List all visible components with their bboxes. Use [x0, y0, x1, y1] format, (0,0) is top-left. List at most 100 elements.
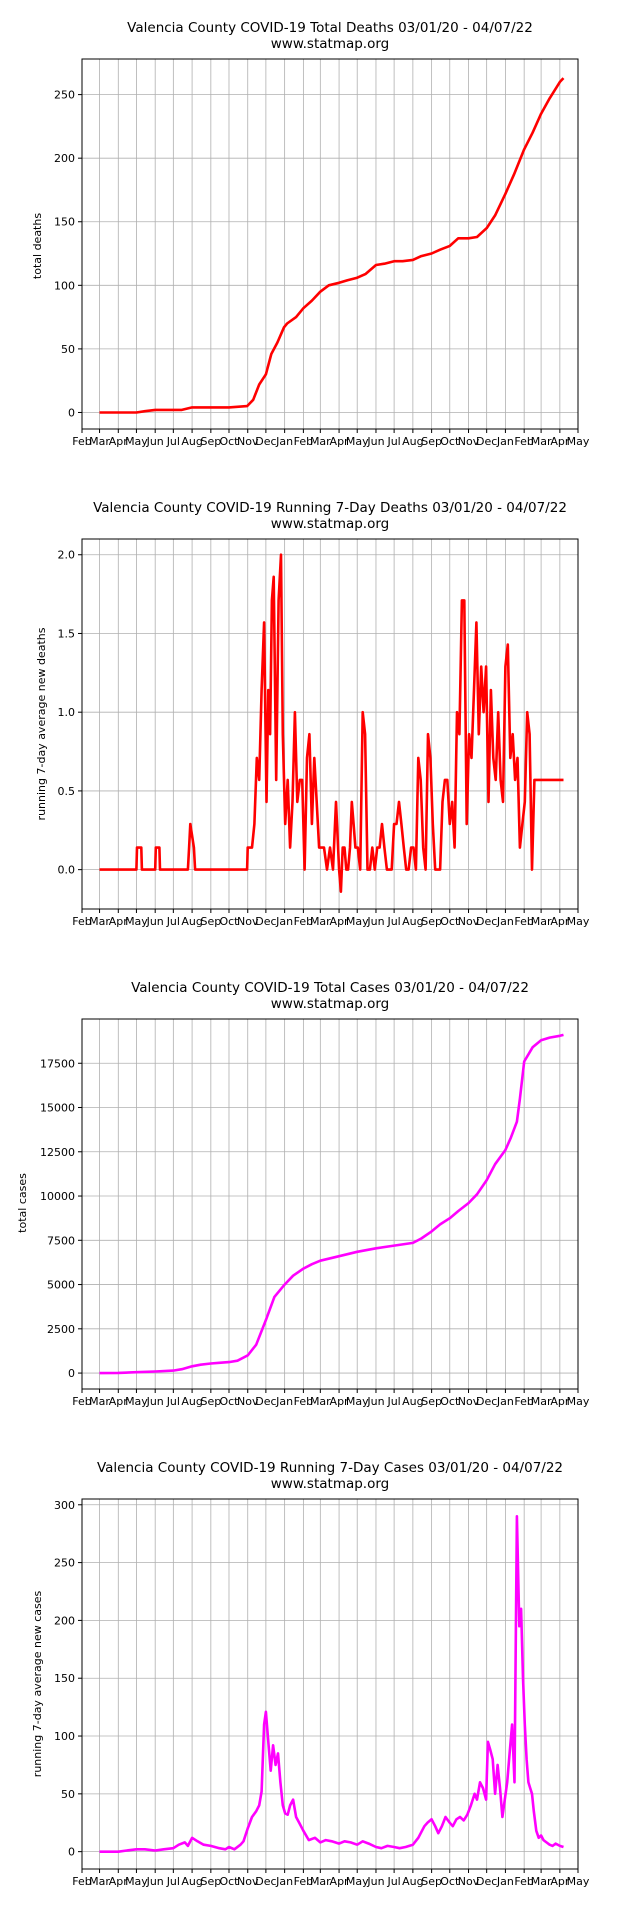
x-tick-label: Jun — [366, 1875, 384, 1888]
x-tick-label: Apr — [109, 1395, 129, 1408]
plot-frame — [81, 58, 579, 430]
x-tick-label: Feb — [72, 1875, 91, 1888]
y-tick-label: 0.5 — [58, 785, 76, 798]
x-tick-label: Feb — [72, 435, 91, 448]
y-tick-label: 0 — [68, 406, 75, 419]
x-tick-label: May — [567, 1875, 590, 1888]
x-tick-label: May — [567, 915, 590, 928]
x-tick-label: Nov — [237, 1875, 259, 1888]
x-tick-label: Feb — [514, 915, 533, 928]
y-tick-label: 300 — [54, 1499, 75, 1512]
x-tick-label: Mar — [89, 435, 110, 448]
x-tick-label: Apr — [330, 435, 350, 448]
x-tick-label: Jun — [146, 435, 164, 448]
x-tick-label: Dec — [476, 435, 497, 448]
x-tick-label: Nov — [237, 1395, 259, 1408]
x-tick-label: Feb — [514, 1875, 533, 1888]
x-tick-label: Jul — [386, 1395, 400, 1408]
plot-frame — [81, 1498, 579, 1870]
x-tick-label: Oct — [440, 435, 460, 448]
series-line — [99, 1033, 564, 1375]
x-tick-label: Jan — [275, 915, 293, 928]
x-tick-label: Mar — [531, 915, 552, 928]
x-tick-label: Apr — [330, 1395, 350, 1408]
x-tick-label: Feb — [294, 1395, 313, 1408]
x-tick-label: Jul — [166, 1875, 180, 1888]
y-tick-label: 150 — [54, 1672, 75, 1685]
y-tick-label: 150 — [54, 216, 75, 229]
x-tick-label: Apr — [109, 435, 129, 448]
y-tick-label: 100 — [54, 1730, 75, 1743]
x-tick-label: Mar — [89, 915, 110, 928]
x-tick-label: Oct — [440, 1875, 460, 1888]
x-tick-label: Aug — [181, 1875, 202, 1888]
series-line — [99, 553, 564, 894]
x-tick-label: Sep — [200, 1395, 221, 1408]
x-tick-label: Aug — [402, 435, 423, 448]
x-tick-label: Jul — [386, 915, 400, 928]
x-tick-label: Dec — [255, 1875, 276, 1888]
x-tick-label: Apr — [550, 1395, 570, 1408]
x-tick-label: Nov — [458, 915, 480, 928]
x-tick-label: May — [346, 1395, 369, 1408]
x-tick-label: Nov — [237, 435, 259, 448]
chart-title: Valencia County COVID-19 Running 7-Day C… — [97, 1460, 563, 1476]
y-tick-label: 12500 — [40, 1146, 75, 1159]
x-tick-label: Oct — [440, 915, 460, 928]
y-axis-label: total deaths — [31, 213, 44, 279]
y-tick-label: 0.0 — [58, 864, 76, 877]
x-tick-label: Aug — [402, 1875, 423, 1888]
x-tick-label: Apr — [109, 915, 129, 928]
x-tick-label: Mar — [531, 1875, 552, 1888]
x-tick-label: Feb — [72, 915, 91, 928]
x-tick-label: Aug — [181, 1395, 202, 1408]
x-tick-label: Aug — [402, 1395, 423, 1408]
chart-total-cases: Valencia County COVID-19 Total Cases 03/… — [16, 980, 590, 1408]
x-tick-label: Apr — [550, 435, 570, 448]
x-tick-label: Oct — [219, 915, 239, 928]
x-tick-label: Aug — [181, 435, 202, 448]
x-tick-label: Jan — [496, 915, 514, 928]
y-tick-label: 250 — [54, 1557, 75, 1570]
y-tick-label: 10000 — [40, 1190, 75, 1203]
x-tick-label: Feb — [72, 1395, 91, 1408]
x-tick-label: Jul — [166, 915, 180, 928]
x-tick-label: Aug — [402, 915, 423, 928]
series-line — [99, 1515, 564, 1854]
x-tick-label: Dec — [255, 435, 276, 448]
y-tick-label: 50 — [61, 343, 75, 356]
x-tick-label: Aug — [181, 915, 202, 928]
chart-total-deaths: Valencia County COVID-19 Total Deaths 03… — [31, 20, 590, 448]
x-tick-label: Jul — [386, 435, 400, 448]
y-tick-label: 100 — [54, 279, 75, 292]
x-tick-label: Jul — [166, 1395, 180, 1408]
x-tick-label: Sep — [200, 1875, 221, 1888]
x-tick-label: Jul — [166, 435, 180, 448]
series-line — [99, 77, 565, 414]
chart-title: Valencia County COVID-19 Total Deaths 03… — [127, 20, 533, 36]
x-tick-label: Jun — [366, 915, 384, 928]
x-tick-label: Nov — [458, 1395, 480, 1408]
x-tick-label: Jan — [496, 435, 514, 448]
chart-panel-7day-deaths: Valencia County COVID-19 Running 7-Day D… — [0, 480, 640, 960]
x-tick-label: Jun — [146, 1395, 164, 1408]
x-tick-label: Mar — [310, 435, 331, 448]
x-tick-label: Dec — [255, 915, 276, 928]
y-axis-label: total cases — [16, 1173, 29, 1233]
x-tick-label: Jan — [275, 1875, 293, 1888]
x-tick-label: Jan — [496, 1395, 514, 1408]
x-tick-label: Nov — [458, 1875, 480, 1888]
plot-frame — [81, 1018, 579, 1390]
y-tick-label: 15000 — [40, 1102, 75, 1115]
x-tick-label: Apr — [330, 915, 350, 928]
x-tick-label: Jan — [275, 1395, 293, 1408]
x-tick-label: Dec — [255, 1395, 276, 1408]
x-tick-label: Oct — [219, 435, 239, 448]
y-axis-label: running 7-day average new deaths — [35, 627, 48, 820]
x-tick-label: Dec — [476, 915, 497, 928]
y-tick-label: 0 — [68, 1367, 75, 1380]
x-tick-label: Sep — [200, 915, 221, 928]
x-tick-label: May — [125, 1395, 148, 1408]
x-tick-label: Sep — [421, 1875, 442, 1888]
x-tick-label: Jun — [366, 435, 384, 448]
